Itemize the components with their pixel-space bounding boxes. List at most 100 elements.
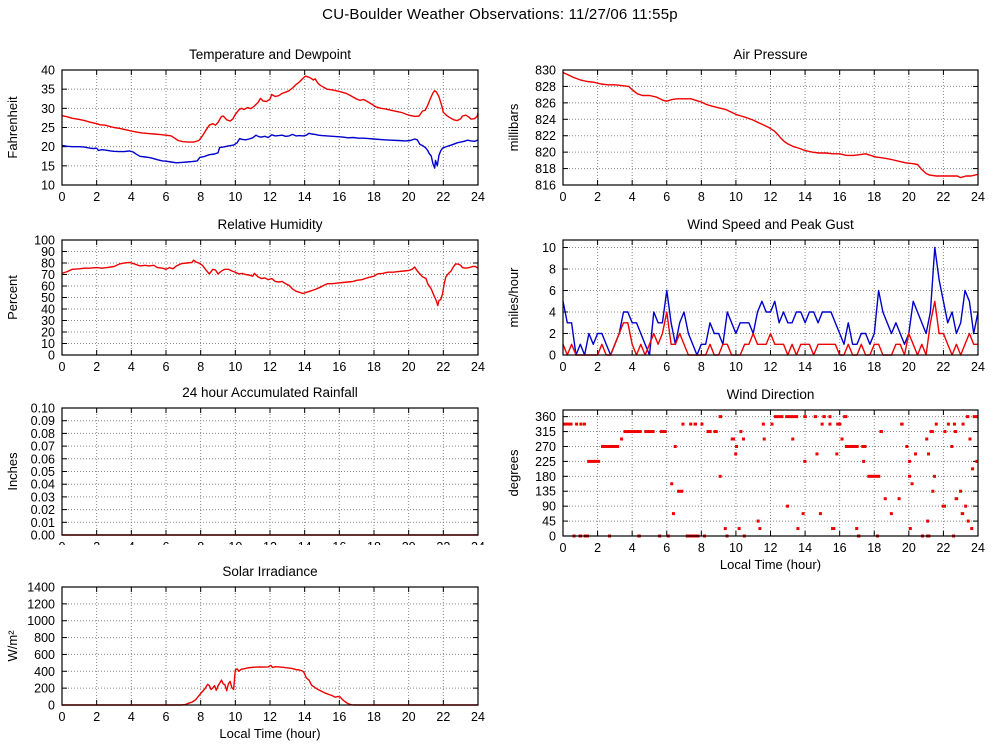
wind-direction-mark <box>844 444 859 448</box>
page-title: CU-Boulder Weather Observations: 11/27/0… <box>322 6 678 23</box>
wind-direction-mark <box>718 474 722 478</box>
x-tick-label: 12 <box>263 710 277 724</box>
chart-air-pressure: Air Pressure 0 2 4 6 8 10 12 14 16 18 20 22 24 816 818 8… <box>500 40 1000 210</box>
wind-direction-mark <box>883 497 887 501</box>
wind-direction-mark <box>934 422 938 426</box>
x-tick-label: 4 <box>128 360 135 374</box>
y-tick-label: 0 <box>549 349 556 363</box>
wind-direction-mark <box>818 512 822 516</box>
wind-direction-mark <box>958 489 962 493</box>
wind-direction-mark <box>773 415 784 419</box>
x-tick-label: 0 <box>560 541 567 555</box>
x-tick-label: 8 <box>197 360 204 374</box>
wind-direction-mark <box>758 527 762 531</box>
y-tick-label: 826 <box>535 96 556 110</box>
wind-direction-mark <box>693 422 698 426</box>
y-tick-label: 20 <box>41 140 55 154</box>
x-tick-label: 0 <box>560 190 567 204</box>
y-tick-label: 820 <box>535 146 556 160</box>
x-tick-label: 8 <box>197 190 204 204</box>
y-tick-label: 0.10 <box>31 402 55 416</box>
wind-direction-mark <box>671 512 675 516</box>
wind-direction-mark <box>734 452 738 456</box>
wind-direction-mark <box>907 459 911 463</box>
x-tick-label: 4 <box>128 710 135 724</box>
wind-direction-mark <box>953 430 958 434</box>
wind-direction-mark <box>822 415 826 419</box>
wind-direction-mark <box>670 482 674 486</box>
wind-direction-mark <box>796 527 800 531</box>
y-tick-label: 225 <box>535 455 556 469</box>
wind-direction-mark <box>965 415 970 419</box>
wind-direction-mark <box>964 504 968 508</box>
x-tick-label: 12 <box>263 540 277 545</box>
y-tick-label: 80 <box>41 257 55 271</box>
wind-direction-mark <box>601 444 620 448</box>
y-tick-label: 400 <box>34 665 55 679</box>
wind-direction-mark <box>659 430 667 434</box>
wind-direction-mark <box>681 422 685 426</box>
y-tick-label: 200 <box>34 682 55 696</box>
wind-direction-mark <box>587 459 601 463</box>
y-tick-label: 50 <box>41 291 55 305</box>
y-tick-label: 15 <box>41 159 55 173</box>
x-tick-label: 8 <box>698 541 705 555</box>
chart-title: Temperature and Dewpoint <box>189 47 351 62</box>
x-axis-label: Local Time (hour) <box>219 726 320 741</box>
x-tick-label: 22 <box>936 190 950 204</box>
wind-direction-mark <box>815 452 819 456</box>
wind-direction-mark <box>801 512 805 516</box>
y-tick-label: 818 <box>535 162 556 176</box>
chart-wind-speed-gust: Wind Speed and Peak Gust 0 2 4 6 8 10 12 14 16 18 2… <box>500 210 1000 380</box>
x-tick-label: 22 <box>436 540 450 545</box>
chart-relative-humidity: Relative Humidity 0 2 4 6 8 10 12 14 16 18 20 22 24 0 1… <box>0 210 500 380</box>
x-tick-label: 14 <box>798 541 812 555</box>
wind-direction-mark <box>910 482 914 486</box>
x-tick-label: 16 <box>332 190 346 204</box>
wind-direction-mark <box>972 415 978 419</box>
wind-direction-mark <box>786 504 790 508</box>
y-tick-label: 800 <box>34 631 55 645</box>
x-tick-label: 18 <box>367 540 381 545</box>
x-tick-label: 24 <box>471 710 485 724</box>
x-tick-label: 4 <box>128 540 135 545</box>
y-tick-label: 822 <box>535 129 556 143</box>
wind-direction-mark <box>762 437 766 441</box>
wind-direction-mark <box>966 519 970 523</box>
y-tick-label: 1000 <box>27 614 55 628</box>
y-tick-label: 0.00 <box>31 529 55 543</box>
y-tick-label: 4 <box>549 306 556 320</box>
y-tick-label: 0.07 <box>31 440 55 454</box>
y-axis-label: degrees <box>506 449 521 496</box>
wind-direction-mark <box>700 422 704 426</box>
wind-direction-mark <box>803 459 807 463</box>
y-tick-label: 180 <box>535 470 556 484</box>
y-tick-label: 816 <box>535 179 556 193</box>
wind-direction-mark <box>926 452 930 456</box>
x-tick-label: 24 <box>471 360 485 374</box>
y-tick-label: 35 <box>41 83 55 97</box>
x-tick-label: 2 <box>594 541 601 555</box>
x-tick-label: 24 <box>971 190 985 204</box>
wind-direction-mark <box>975 459 979 463</box>
y-tick-label: 0.06 <box>31 452 55 466</box>
x-tick-label: 10 <box>729 190 743 204</box>
y-tick-label: 1200 <box>27 597 55 611</box>
wind-direction-mark <box>835 452 839 456</box>
x-tick-label: 16 <box>833 360 847 374</box>
x-tick-label: 2 <box>93 190 100 204</box>
x-tick-label: 10 <box>228 190 242 204</box>
y-tick-label: 90 <box>542 500 556 514</box>
wind-direction-mark <box>735 444 739 448</box>
series-humidity <box>61 259 479 307</box>
x-tick-label: 8 <box>197 710 204 724</box>
x-tick-label: 6 <box>163 190 170 204</box>
wind-direction-mark <box>960 512 965 516</box>
wind-direction-mark <box>843 415 848 419</box>
wind-direction-mark <box>828 422 832 426</box>
y-tick-label: 8 <box>549 263 556 277</box>
